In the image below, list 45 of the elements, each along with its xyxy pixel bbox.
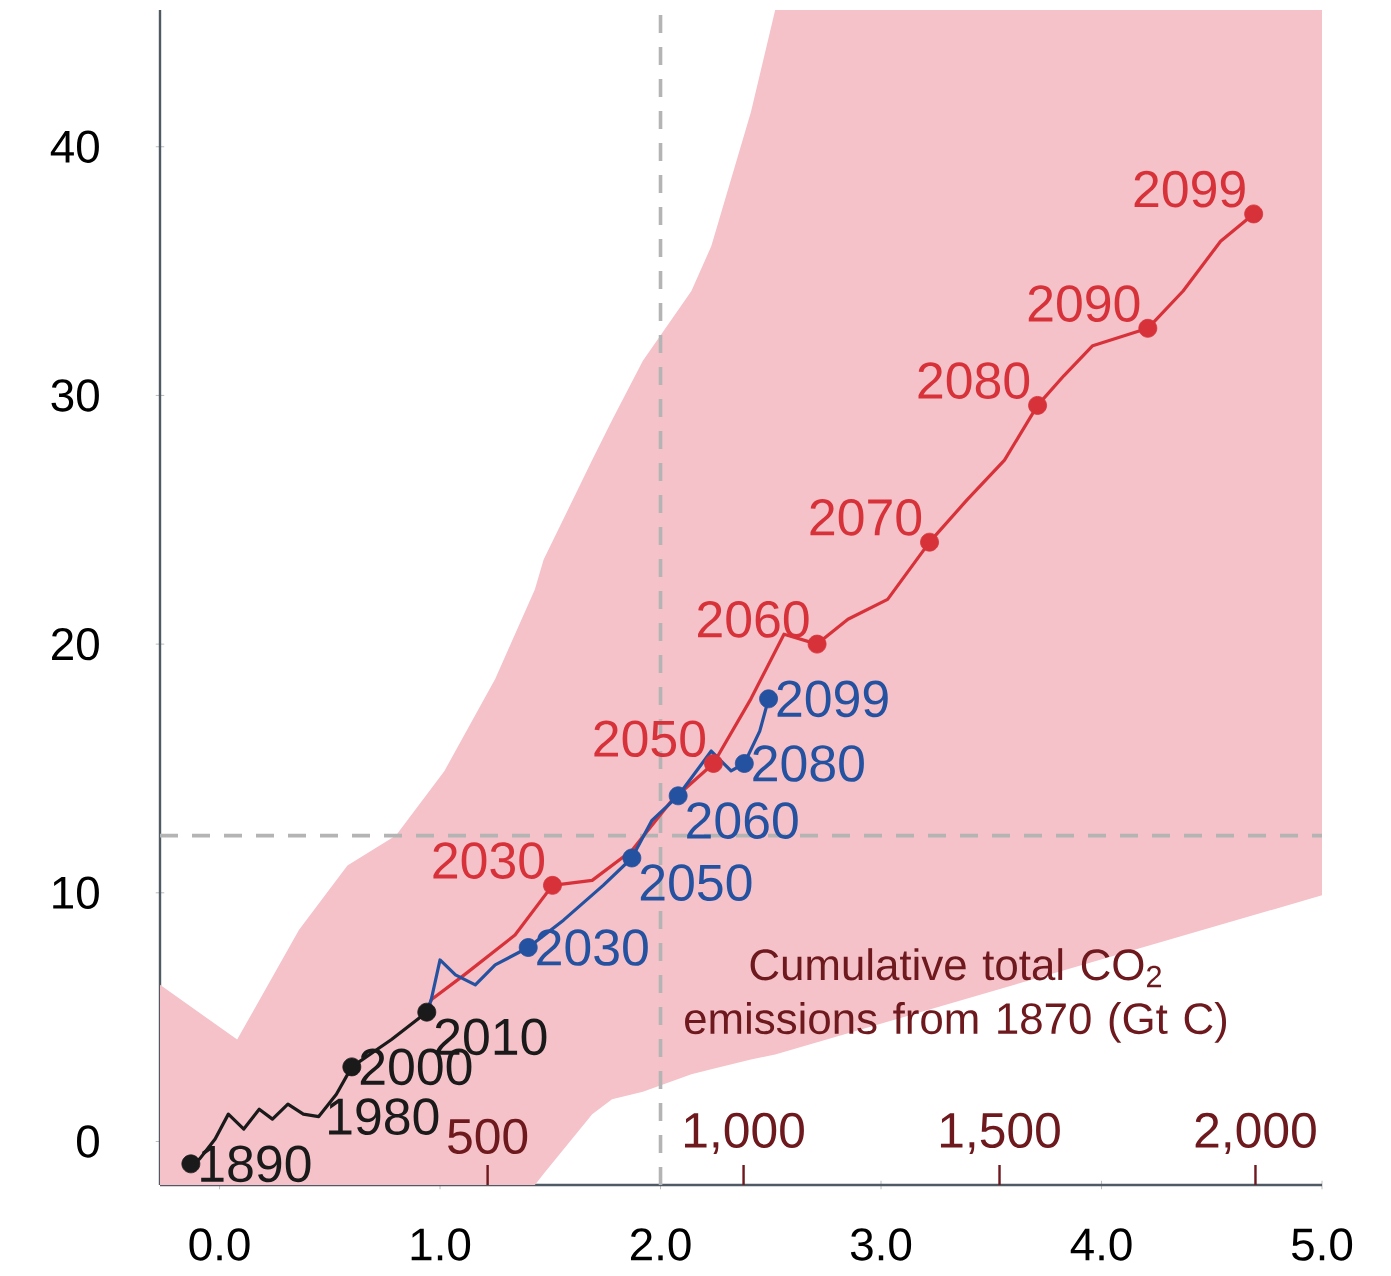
x2-tick-label: 1,000 [685,1112,804,1154]
y-tick-label: 0 [77,1125,99,1158]
annotation: 2050 [594,720,705,758]
annotation: 2050 [640,864,752,902]
point [759,689,778,709]
point [807,634,827,654]
point [704,754,723,773]
annotation: 2030 [433,842,545,879]
annotation: 2070 [810,499,922,536]
x2-tick-label: 500 [448,1118,528,1154]
annotation: 1980 [329,1098,439,1135]
point [1138,318,1158,338]
annotation: 2080 [753,745,864,782]
point [622,848,642,868]
point [734,754,754,773]
y-tick-label: 40 [50,130,99,163]
x2-tick-label: 1,500 [940,1112,1060,1154]
annotation: 2090 [1028,285,1140,322]
point [181,1154,201,1174]
annotation: 2080 [918,362,1030,399]
annotation: 2099 [777,680,888,718]
annotation: 1890 [201,1145,311,1183]
x2-axis-title: Cumulative total CO$_{2}$ emissions from 1870 (Gt C) [685,948,1227,1043]
point [668,786,688,806]
x-tick-label: 3.0 [850,1228,912,1261]
x-tick-label: 4.0 [1070,1228,1132,1261]
x-tick-label: 2.0 [630,1228,691,1261]
y-tick-label: 20 [52,627,99,661]
x2-tick-label: 2,000 [1195,1112,1316,1154]
point [543,875,562,895]
annotation: 2030 [537,929,648,966]
annotation: 2060 [698,601,809,638]
annotation: 2099 [1134,170,1245,208]
x-tick-label: 1.0 [411,1228,471,1261]
point [518,938,538,957]
point [920,532,939,552]
x-tick-label: 0.0 [189,1228,250,1261]
annotation: 2060 [687,802,798,839]
point [1028,395,1047,415]
x-tick-label: 5.0 [1292,1228,1353,1261]
point [1244,204,1264,224]
y-tick-label: 10 [53,876,99,910]
point [342,1057,362,1077]
y-tick-label: 30 [51,379,99,412]
point [417,1002,437,1022]
